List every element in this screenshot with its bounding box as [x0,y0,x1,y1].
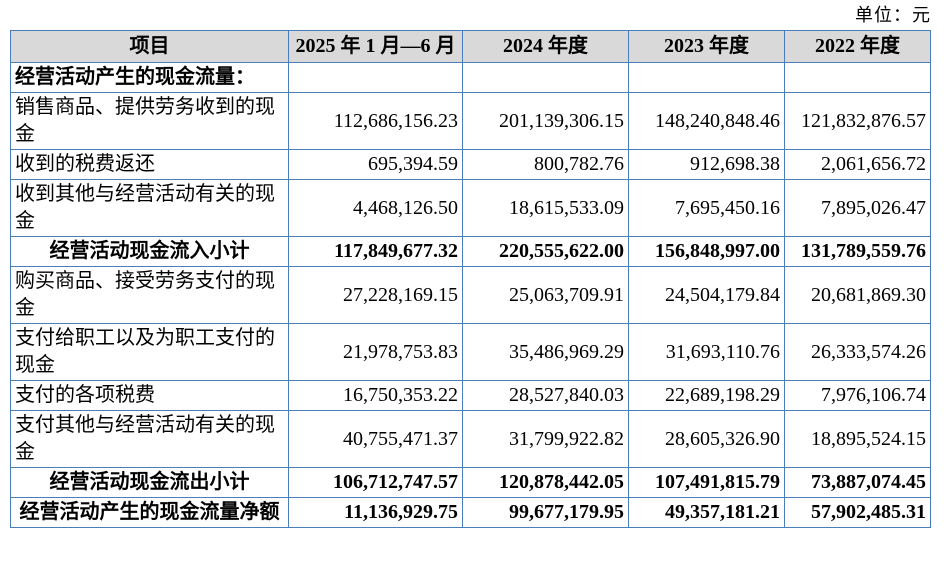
row-value: 28,527,840.03 [462,380,629,411]
table-row: 经营活动现金流出小计 106,712,747.57 120,878,442.05 10… [10,467,931,498]
row-label: 经营活动产生的现金流量净额 [10,497,289,528]
row-value: 22,689,198.29 [628,380,785,411]
row-label: 收到的税费返还 [10,149,289,180]
column-header-2023: 2023 年度 [628,30,785,63]
row-value: 21,978,753.83 [288,323,463,381]
row-value: 20,681,869.30 [784,266,931,324]
column-header-2022: 2022 年度 [784,30,931,63]
row-value: 7,695,450.16 [628,179,785,237]
row-value: 148,240,848.46 [628,92,785,150]
table-row: 经营活动产生的现金流量净额 11,136,929.75 99,677,179.95 4… [10,497,931,528]
row-value: 57,902,485.31 [784,497,931,528]
row-value: 156,848,997.00 [628,236,785,267]
row-label: 经营活动现金流出小计 [10,467,289,498]
row-value: 912,698.38 [628,149,785,180]
row-value: 40,755,471.37 [288,410,463,468]
row-value: 31,799,922.82 [462,410,629,468]
row-value: 7,895,026.47 [784,179,931,237]
table-body: 经营活动产生的现金流量： 销售商品、提供劳务收到的现金 112,686,156.23… [10,62,931,528]
row-label: 经营活动产生的现金流量： [10,62,289,93]
row-label: 经营活动现金流入小计 [10,236,289,267]
table-row: 支付的各项税费 16,750,353.22 28,527,840.03 22,689,… [10,380,931,411]
row-value: 201,139,306.15 [462,92,629,150]
row-value: 99,677,179.95 [462,497,629,528]
row-value: 800,782.76 [462,149,629,180]
row-value: 117,849,677.32 [288,236,463,267]
column-header-2025h1: 2025 年 1 月—6 月 [288,30,463,63]
row-value: 25,063,709.91 [462,266,629,324]
row-label: 销售商品、提供劳务收到的现金 [10,92,289,150]
row-value [784,62,931,93]
column-header-item: 项目 [10,30,289,63]
row-value: 7,976,106.74 [784,380,931,411]
row-value: 121,832,876.57 [784,92,931,150]
row-value: 27,228,169.15 [288,266,463,324]
row-value: 11,136,929.75 [288,497,463,528]
row-value: 107,491,815.79 [628,467,785,498]
table-row: 经营活动产生的现金流量： [10,62,931,93]
row-value: 26,333,574.26 [784,323,931,381]
table-header-row: 项目 2025 年 1 月—6 月 2024 年度 2023 年度 2022 年… [10,30,931,63]
table-row: 收到的税费返还 695,394.59 800,782.76 912,698.38 2,0… [10,149,931,180]
row-label: 支付的各项税费 [10,380,289,411]
row-value: 131,789,559.76 [784,236,931,267]
row-value [628,62,785,93]
row-value: 18,895,524.15 [784,410,931,468]
cash-flow-table: 项目 2025 年 1 月—6 月 2024 年度 2023 年度 2022 年… [10,30,931,528]
row-value: 695,394.59 [288,149,463,180]
row-value: 112,686,156.23 [288,92,463,150]
table-row: 支付给职工以及为职工支付的现金 21,978,753.83 35,486,969.2… [10,323,931,381]
row-value: 18,615,533.09 [462,179,629,237]
row-value: 2,061,656.72 [784,149,931,180]
row-label: 支付给职工以及为职工支付的现金 [10,323,289,381]
row-value [288,62,463,93]
table-row: 购买商品、接受劳务支付的现金 27,228,169.15 25,063,709.91… [10,266,931,324]
row-label: 收到其他与经营活动有关的现金 [10,179,289,237]
unit-label: 单位：元 [855,5,931,25]
row-value: 120,878,442.05 [462,467,629,498]
row-value: 106,712,747.57 [288,467,463,498]
row-value: 28,605,326.90 [628,410,785,468]
row-value: 4,468,126.50 [288,179,463,237]
row-label: 购买商品、接受劳务支付的现金 [10,266,289,324]
row-value [462,62,629,93]
row-value: 73,887,074.45 [784,467,931,498]
row-label: 支付其他与经营活动有关的现金 [10,410,289,468]
row-value: 24,504,179.84 [628,266,785,324]
table-row: 支付其他与经营活动有关的现金 40,755,471.37 31,799,922.82… [10,410,931,468]
row-value: 49,357,181.21 [628,497,785,528]
table-row: 销售商品、提供劳务收到的现金 112,686,156.23 201,139,306.… [10,92,931,150]
row-value: 35,486,969.29 [462,323,629,381]
row-value: 16,750,353.22 [288,380,463,411]
table-row: 收到其他与经营活动有关的现金 4,468,126.50 18,615,533.09 7… [10,179,931,237]
row-value: 220,555,622.00 [462,236,629,267]
table-row: 经营活动现金流入小计 117,849,677.32 220,555,622.00 15… [10,236,931,267]
row-value: 31,693,110.76 [628,323,785,381]
column-header-2024: 2024 年度 [462,30,629,63]
